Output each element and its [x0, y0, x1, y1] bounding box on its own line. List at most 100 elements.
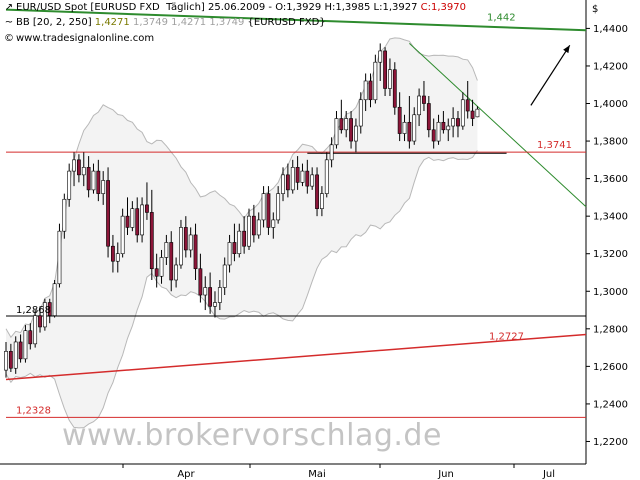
- candle-body: [368, 80, 373, 101]
- candle-body: [247, 215, 251, 247]
- candle-body: [436, 121, 441, 142]
- x-tick-label: Jul: [542, 469, 555, 480]
- candle-body: [57, 230, 62, 285]
- candle-body: [72, 159, 76, 172]
- candle-body: [465, 99, 470, 112]
- x-tick-label: Jun: [437, 469, 454, 480]
- candle-body: [358, 99, 363, 127]
- candle-body: [125, 215, 130, 228]
- chart-header-line-1: ↗ EUR/USD Spot [EURUSD FXD Täglich] 25.06…: [4, 2, 466, 13]
- candle-body: [86, 167, 91, 191]
- candle-body: [101, 180, 106, 194]
- candle-body: [130, 208, 135, 228]
- arrow-head: [563, 45, 570, 54]
- copyright-icon: ©: [4, 33, 14, 44]
- level-label: 1,2328: [16, 405, 51, 416]
- candle-body: [285, 174, 290, 191]
- candle-body: [18, 341, 23, 360]
- y-tick-label: 1,3800: [593, 137, 628, 148]
- candle-body: [422, 95, 426, 104]
- candle-body: [140, 204, 144, 236]
- candle-body: [52, 283, 57, 316]
- candlesticks: [4, 43, 480, 378]
- level-label: 1,2868: [16, 305, 51, 316]
- y-tick-label: 1,3600: [593, 174, 628, 185]
- candle-body: [392, 69, 397, 108]
- candle-body: [227, 242, 232, 266]
- y-tick-label: 1,2400: [593, 399, 628, 410]
- candle-body: [115, 253, 120, 262]
- red-support-rising: [5, 333, 587, 381]
- candle-body: [310, 174, 315, 187]
- y-tick-label: 1,2800: [593, 324, 628, 335]
- candle-body: [154, 268, 159, 277]
- candle-body: [106, 180, 110, 247]
- level-label: 1,3741: [537, 140, 572, 151]
- candle-body: [96, 170, 101, 194]
- candle-body: [388, 69, 392, 89]
- candle-body: [13, 341, 18, 369]
- candle-body: [305, 170, 310, 187]
- candle-body: [242, 230, 247, 247]
- y-tick-label: 1,3400: [593, 212, 628, 223]
- level-labels: 1,442 1,3741 1,2727 1,2868 1,2328: [16, 13, 572, 417]
- candle-body: [193, 234, 198, 270]
- level-label: 1,442: [487, 13, 516, 24]
- candle-body: [237, 230, 242, 255]
- candle-body: [135, 208, 140, 236]
- candle-body: [91, 170, 96, 191]
- candle-body: [62, 198, 67, 232]
- currency-symbol: $: [592, 4, 599, 15]
- candle-body: [470, 110, 475, 119]
- candle-body: [47, 302, 52, 316]
- candle-body: [412, 114, 417, 142]
- candle-body: [426, 103, 431, 131]
- candle-body: [145, 204, 149, 213]
- candle-body: [28, 330, 33, 345]
- candle-body: [208, 287, 213, 307]
- candle-body: [344, 118, 349, 131]
- y-tick-label: 1,2600: [593, 362, 628, 373]
- x-tick-label: Apr: [177, 469, 195, 480]
- y-tick-label: 1,2200: [593, 437, 628, 448]
- candle-body: [203, 287, 208, 296]
- candle-body: [373, 61, 378, 101]
- candle-body: [300, 170, 305, 183]
- candle-body: [188, 234, 193, 251]
- candle-body: [111, 245, 115, 262]
- wave-icon: ~: [4, 17, 14, 28]
- candle-body: [397, 106, 402, 134]
- close-value: C:1,3970: [420, 2, 466, 13]
- chart-line-icon: ↗: [4, 2, 14, 13]
- chart-header-line-2: ~ BB [20, 2, 250] 1,4271 1,3749 1,4271 1,…: [4, 17, 326, 28]
- candle-body: [38, 315, 42, 328]
- candle-body: [339, 118, 344, 131]
- candle-body: [256, 219, 261, 236]
- candle-body: [77, 159, 81, 176]
- bollinger-lower: [5, 150, 478, 429]
- candle-body: [164, 242, 169, 258]
- x-tick-label: Mai: [308, 469, 326, 480]
- trendlines: [5, 8, 587, 418]
- candle-body: [431, 129, 436, 142]
- candle-body: [261, 193, 266, 221]
- candle-body: [363, 80, 368, 101]
- candle-body: [159, 257, 164, 277]
- candle-body: [451, 118, 456, 127]
- candle-body: [149, 212, 154, 270]
- candle-body: [213, 302, 217, 307]
- candle-body: [417, 95, 422, 116]
- candle-body: [407, 121, 412, 142]
- candle-body: [281, 174, 285, 194]
- candle-body: [475, 108, 480, 118]
- candle-body: [378, 50, 383, 63]
- green-downtrend: [409, 43, 587, 208]
- candle-body: [222, 264, 227, 288]
- arrow-shaft: [530, 44, 571, 106]
- level-label: 1,2727: [489, 332, 524, 343]
- candle-body: [217, 287, 222, 303]
- bollinger-fill: [6, 37, 478, 428]
- y-tick-label: 1,3000: [593, 287, 628, 298]
